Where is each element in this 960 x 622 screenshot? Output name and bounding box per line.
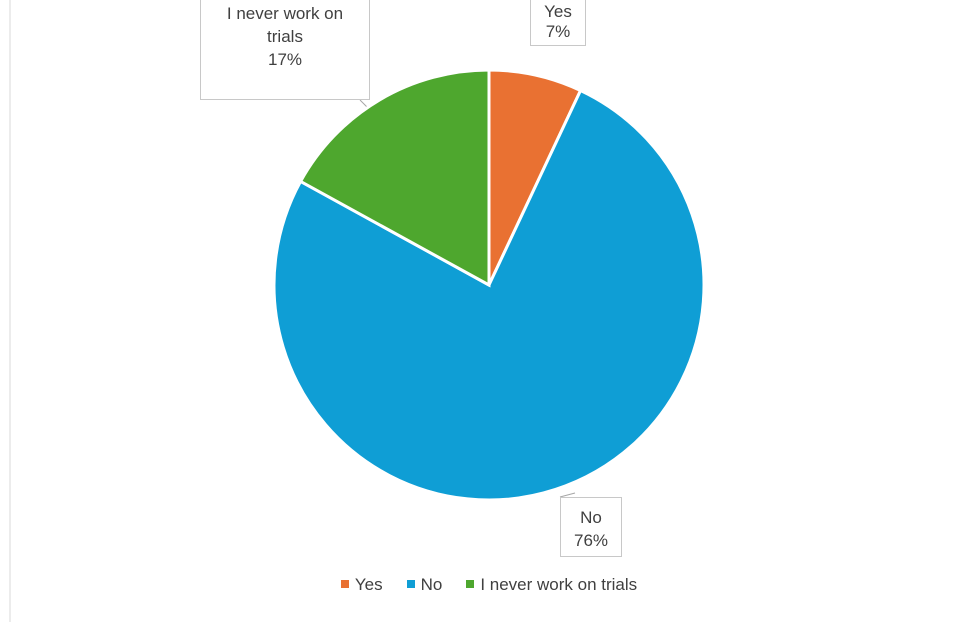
data-label: Yes 7%	[530, 0, 586, 46]
data-label: No 76%	[560, 497, 622, 557]
data-label-value: 76%	[573, 531, 609, 550]
legend-item: Yes	[340, 575, 383, 595]
leader-line	[559, 492, 576, 498]
legend-item: I never work on trials	[466, 575, 637, 595]
pie-slice	[298, 68, 491, 288]
data-label-category: I never work on trials	[226, 4, 344, 46]
legend-label: No	[420, 575, 443, 594]
legend-label: I never work on trials	[480, 575, 638, 594]
data-label-value: 7%	[545, 22, 571, 41]
legend-item: No	[406, 575, 443, 595]
data-label-value: 17%	[267, 50, 303, 69]
legend-swatch	[406, 580, 415, 588]
legend-label: Yes	[354, 575, 383, 594]
legend: Yes No I never work on trials	[0, 575, 960, 595]
data-label: I never work on trials 17%	[200, 0, 370, 100]
legend-swatch	[340, 580, 349, 588]
data-label-category: Yes	[544, 2, 572, 21]
pie-slice	[272, 88, 706, 502]
data-label-category: No	[580, 508, 602, 527]
legend-swatch	[466, 580, 475, 588]
